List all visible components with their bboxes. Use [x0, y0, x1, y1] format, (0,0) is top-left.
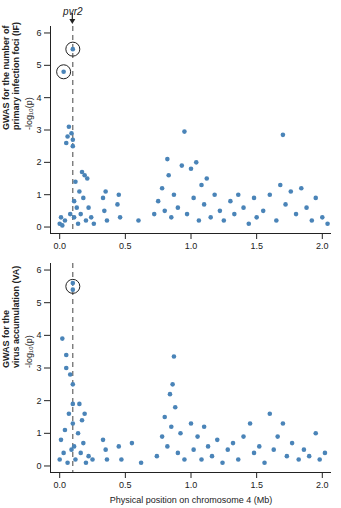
svg-text:2.0: 2.0	[316, 241, 329, 251]
svg-text:GWAS for the: GWAS for the	[1, 310, 11, 368]
svg-text:primary infection foci (IF): primary infection foci (IF)	[11, 22, 21, 130]
svg-text:6: 6	[36, 28, 41, 38]
svg-text:2: 2	[36, 396, 41, 406]
svg-text:-log₁₀(p): -log₁₀(p)	[24, 97, 34, 130]
svg-text:GWAS for the number of: GWAS for the number of	[1, 24, 11, 130]
svg-text:0: 0	[36, 461, 41, 471]
svg-text:0.0: 0.0	[53, 480, 66, 490]
svg-text:2.0: 2.0	[316, 480, 329, 490]
svg-text:virus accumulation (VA): virus accumulation (VA)	[11, 266, 21, 368]
svg-text:5: 5	[36, 298, 41, 308]
svg-text:pvr2: pvr2	[63, 5, 83, 17]
svg-text:1.0: 1.0	[185, 241, 198, 251]
svg-text:3: 3	[36, 363, 41, 373]
svg-text:Physical position on chromosom: Physical position on chromosome 4 (Mb)	[110, 495, 273, 505]
svg-text:-log₁₀(p): -log₁₀(p)	[24, 335, 34, 368]
svg-text:4: 4	[36, 330, 41, 340]
svg-text:1: 1	[36, 190, 41, 200]
svg-text:4: 4	[36, 93, 41, 103]
svg-text:1.5: 1.5	[250, 480, 263, 490]
svg-text:2: 2	[36, 157, 41, 167]
svg-text:5: 5	[36, 60, 41, 70]
svg-text:1.5: 1.5	[250, 241, 263, 251]
svg-text:1.0: 1.0	[185, 480, 198, 490]
svg-text:0: 0	[36, 222, 41, 232]
svg-text:0.0: 0.0	[53, 241, 66, 251]
svg-text:0.5: 0.5	[119, 480, 132, 490]
svg-text:0.5: 0.5	[119, 241, 132, 251]
svg-text:6: 6	[36, 265, 41, 275]
svg-text:1: 1	[36, 428, 41, 438]
svg-text:3: 3	[36, 125, 41, 135]
